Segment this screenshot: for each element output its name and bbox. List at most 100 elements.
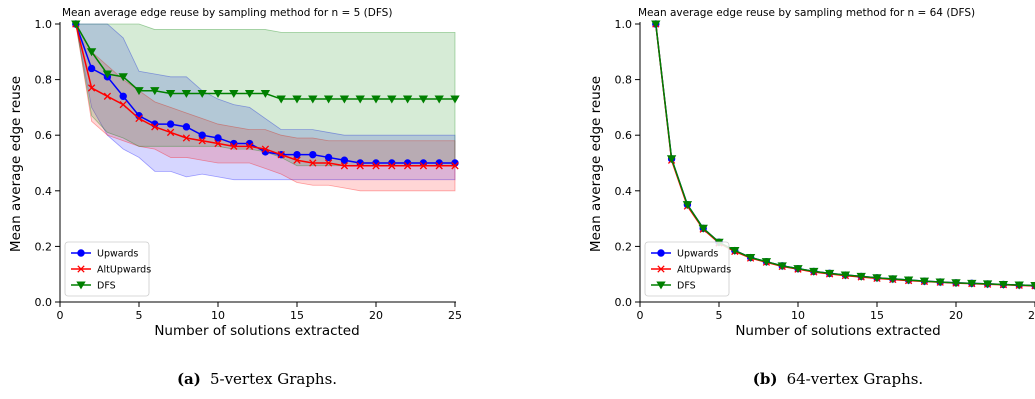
chart-b-point-dfs xyxy=(761,258,772,267)
chart-a-point-altupwards xyxy=(119,100,127,109)
chart-a-point-altupwards xyxy=(340,162,349,170)
chart-a-point-altupwards xyxy=(293,156,301,164)
chart-b-x-tick-label: 5 xyxy=(716,309,723,322)
chart-a-xlabel: Number of solutions extracted xyxy=(154,323,359,339)
chart-a-point-upwards xyxy=(214,134,222,142)
chart-a-point-altupwards xyxy=(451,162,459,170)
chart-a-point-dfs xyxy=(339,95,350,104)
chart-a-point-altupwards xyxy=(87,84,96,92)
chart-a-point-dfs xyxy=(260,89,271,98)
chart-a-point-upwards xyxy=(198,131,206,139)
chart-b-title: Mean average edge reuse by sampling meth… xyxy=(638,7,975,19)
chart-b-point-dfs xyxy=(872,274,882,283)
chart-a-point-dfs xyxy=(292,95,302,104)
chart-b-point-dfs xyxy=(682,201,693,210)
chart-b-point-dfs xyxy=(698,224,708,233)
chart-b-ylabel: Mean average edge reuse xyxy=(588,76,604,252)
chart-b-point-dfs xyxy=(935,278,945,287)
chart-a-point-dfs xyxy=(134,87,144,96)
chart-b-point-dfs xyxy=(824,269,835,278)
caption-a: (a) 5-vertex Graphs. xyxy=(177,369,337,388)
chart-b-y-tick-label: 0.0 xyxy=(615,296,633,309)
chart-a-point-altupwards xyxy=(103,92,112,100)
chart-b-point-dfs xyxy=(856,272,866,281)
chart-a-point-altupwards xyxy=(356,162,364,170)
chart-a-point-dfs xyxy=(213,89,223,98)
chart-a-point-altupwards xyxy=(198,137,206,145)
chart-a-legend-marker-altupwards xyxy=(77,265,85,273)
chart-a-point-dfs xyxy=(276,95,286,104)
chart-a-point-dfs xyxy=(150,87,160,96)
chart-a-x-tick-label: 15 xyxy=(290,309,304,322)
chart-b-series xyxy=(651,20,1035,291)
chart-b-y-tick-label: 0.4 xyxy=(615,185,633,198)
chart-a-point-altupwards xyxy=(403,162,412,170)
chart-a-point-altupwards xyxy=(309,159,317,167)
chart-b-x-tick-label: 20 xyxy=(949,309,963,322)
chart-b-point-dfs xyxy=(840,271,851,280)
chart-a-x-tick-label: 20 xyxy=(369,309,383,322)
chart-a-point-dfs xyxy=(323,95,334,104)
chart-b-point-dfs xyxy=(919,277,930,286)
chart-a-x-tick-label: 0 xyxy=(57,309,64,322)
chart-a-x-tick-label: 5 xyxy=(136,309,143,322)
chart-a-point-upwards xyxy=(166,120,175,128)
chart-a-title: Mean average edge reuse by sampling meth… xyxy=(62,7,392,19)
chart-a-legend-marker-dfs xyxy=(76,281,86,290)
chart-a-point-altupwards xyxy=(214,139,222,148)
chart-a-point-dfs xyxy=(229,89,239,98)
chart-b-y-tick-label: 1.0 xyxy=(615,18,633,31)
chart-a-x-tick-label: 25 xyxy=(448,309,462,322)
chart-b-point-dfs xyxy=(982,280,993,289)
chart-a-series xyxy=(71,20,460,170)
chart-a-point-upwards xyxy=(87,64,96,73)
caption-a-text: 5-vertex Graphs. xyxy=(210,370,337,388)
chart-b-legend-label-altupwards: AltUpwards xyxy=(677,265,731,276)
chart-b-point-dfs xyxy=(666,155,677,164)
chart-b-x-tick-label: 15 xyxy=(870,309,884,322)
chart-a-point-altupwards xyxy=(324,159,333,167)
chart-a-legend-box xyxy=(64,241,150,297)
chart-a-y-tick-label: 0.6 xyxy=(35,129,53,142)
chart-b-point-dfs xyxy=(1030,282,1035,291)
chart-a-point-altupwards xyxy=(182,134,191,142)
chart-a-point-altupwards xyxy=(277,151,285,159)
chart-a-point-dfs xyxy=(371,95,381,104)
chart-b-axes: 0 5 10 15 20 25 0.0 0.2 0.4 0.6 0.8 1.0 xyxy=(615,18,1035,322)
chart-a-point-dfs xyxy=(71,20,81,29)
chart-b-legend-marker-upwards xyxy=(657,249,665,257)
chart-a-point-dfs xyxy=(355,95,365,104)
chart-a-point-dfs xyxy=(165,89,176,98)
chart-b-legend-label-upwards: Upwards xyxy=(677,249,718,260)
caption-b: (b) 64-vertex Graphs. xyxy=(753,369,923,388)
chart-a: 0 5 10 15 20 25 0.0 0.2 0.4 0.6 0.8 1.0 Mean averag… xyxy=(8,7,462,339)
chart-a-y-tick-label: 0.4 xyxy=(35,185,53,198)
chart-a-point-altupwards xyxy=(135,114,143,123)
caption-a-label: (a) xyxy=(177,370,201,388)
chart-b: 0 5 10 15 20 25 0.0 0.2 0.4 0.6 0.8 1.0 Mean averag… xyxy=(588,7,1035,339)
chart-a-point-upwards xyxy=(182,123,191,131)
chart-a-point-dfs xyxy=(86,48,97,57)
chart-b-point-dfs xyxy=(777,262,787,271)
chart-a-point-altupwards xyxy=(245,142,254,150)
chart-a-point-altupwards xyxy=(388,162,396,170)
chart-a-point-dfs xyxy=(450,95,460,104)
chart-b-y-tick-label: 0.8 xyxy=(615,74,633,87)
chart-a-point-upwards xyxy=(340,156,349,164)
chart-a-point-dfs xyxy=(402,95,413,104)
chart-a-point-altupwards xyxy=(261,145,270,153)
chart-b-points-dfs xyxy=(651,20,1035,291)
chart-a-point-altupwards xyxy=(419,162,428,170)
chart-a-point-dfs xyxy=(181,89,192,98)
chart-b-legend-label-dfs: DFS xyxy=(677,281,696,292)
chart-a-point-upwards xyxy=(293,150,301,159)
chart-a-point-altupwards xyxy=(230,142,238,150)
chart-a-point-altupwards xyxy=(166,128,175,137)
chart-a-legend-label-upwards: Upwards xyxy=(97,249,138,260)
chart-a-legend-label-dfs: DFS xyxy=(97,281,116,292)
chart-b-point-dfs xyxy=(888,275,898,284)
chart-b-point-dfs xyxy=(809,267,819,276)
chart-a-point-altupwards xyxy=(435,162,443,170)
chart-a-legend: Upwards AltUpwards DFS xyxy=(64,241,151,297)
chart-b-point-dfs xyxy=(793,265,803,274)
